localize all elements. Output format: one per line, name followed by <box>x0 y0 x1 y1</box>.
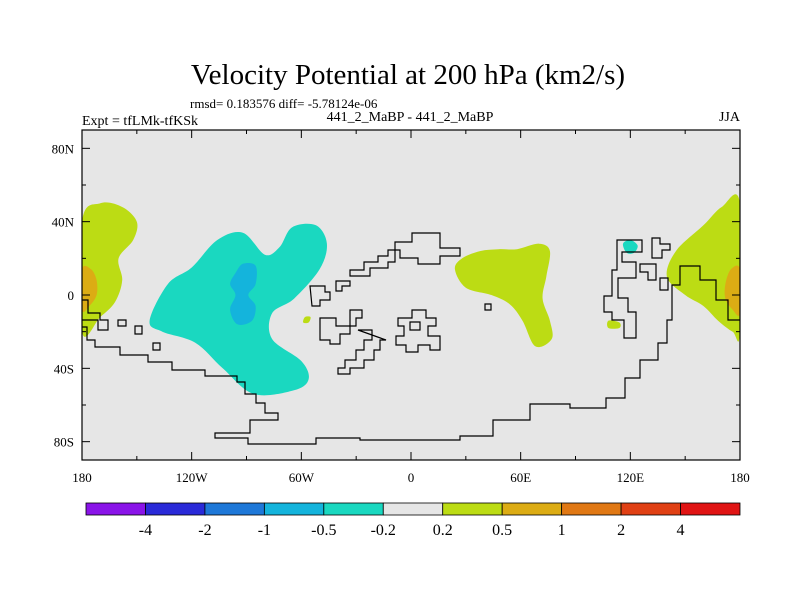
x-tick-label: 180 <box>72 470 92 485</box>
colorbar-label: 1 <box>558 522 566 539</box>
x-tick-label: 180 <box>730 470 750 485</box>
coastline-mediterranean <box>319 309 387 375</box>
coastline-arabian-peninsula <box>395 309 441 353</box>
coastline-maritime <box>603 239 643 339</box>
colorbar-label: 0.5 <box>492 522 512 539</box>
map-panel <box>81 129 741 461</box>
colorbar: -4 -2 -1 -0.5 -0.2 0.2 0.5 1 2 4 <box>85 502 741 539</box>
contour-americas-core <box>230 262 257 325</box>
y-tick-label: 80S <box>54 435 74 450</box>
x-tick-label: 0 <box>408 470 415 485</box>
contour-indian-small-positive <box>607 320 621 329</box>
contour-central-pacific-east-positive <box>666 194 740 342</box>
x-tick-label: 120E <box>617 470 645 485</box>
colorbar-swatch <box>561 502 622 516</box>
colorbar-swatch <box>204 502 265 516</box>
y-tick-label: 40N <box>52 215 75 230</box>
coastline-africa-europe <box>349 232 461 277</box>
experiment-label: Expt = tfLMk-tfKSk <box>82 114 198 129</box>
colorbar-swatch <box>323 502 384 516</box>
colorbar-swatch <box>85 502 146 516</box>
coastline-central-america <box>117 319 161 351</box>
colorbar-swatch <box>382 502 444 516</box>
colorbar-swatch <box>263 502 325 516</box>
case-label: 441_2_MaBP - 441_2_MaBP <box>327 110 494 125</box>
coastline-pacific-west <box>82 299 109 331</box>
colorbar-swatch <box>145 502 206 516</box>
contour-africa-positive <box>454 243 553 348</box>
contour-central-pacific-west-positive <box>82 202 138 337</box>
coastline-asia-east <box>639 237 671 291</box>
colorbar-swatch <box>620 502 681 516</box>
coastline-small-island <box>484 303 492 311</box>
colorbar-swatch <box>501 502 563 516</box>
y-axis: 80N 40N 0 40S 80S <box>52 141 740 450</box>
colorbar-swatch <box>442 502 503 516</box>
x-tick-label: 120W <box>176 470 209 485</box>
colorbar-label: -2 <box>198 522 211 539</box>
season-label: JJA <box>719 110 741 125</box>
x-tick-label: 60W <box>289 470 315 485</box>
x-tick-label: 60E <box>510 470 531 485</box>
x-axis: 180 120W 60W 0 60E 120E 180 <box>72 130 750 485</box>
colorbar-label: -4 <box>139 522 152 539</box>
colorbar-label: -0.2 <box>371 522 396 539</box>
coastline-north-atlantic-islands <box>309 280 351 307</box>
colorbar-label: -1 <box>258 522 271 539</box>
coastline-south-america <box>82 265 740 445</box>
colorbar-swatch <box>680 502 741 516</box>
chart-title: Velocity Potential at 200 hPa (km2/s) <box>191 59 625 91</box>
contour-atlantic-small-positive <box>303 316 311 324</box>
colorbar-label: -0.5 <box>311 522 336 539</box>
stats-text: rmsd= 0.183576 diff= -5.78124e-06 <box>190 96 378 111</box>
colorbar-label: 4 <box>677 522 685 539</box>
y-tick-label: 0 <box>68 288 75 303</box>
contour-maritime-negative-small <box>622 239 638 254</box>
colorbar-label: 0.2 <box>433 522 453 539</box>
colorbar-label: 2 <box>617 522 625 539</box>
y-tick-label: 40S <box>54 361 74 376</box>
y-tick-label: 80N <box>52 141 75 156</box>
